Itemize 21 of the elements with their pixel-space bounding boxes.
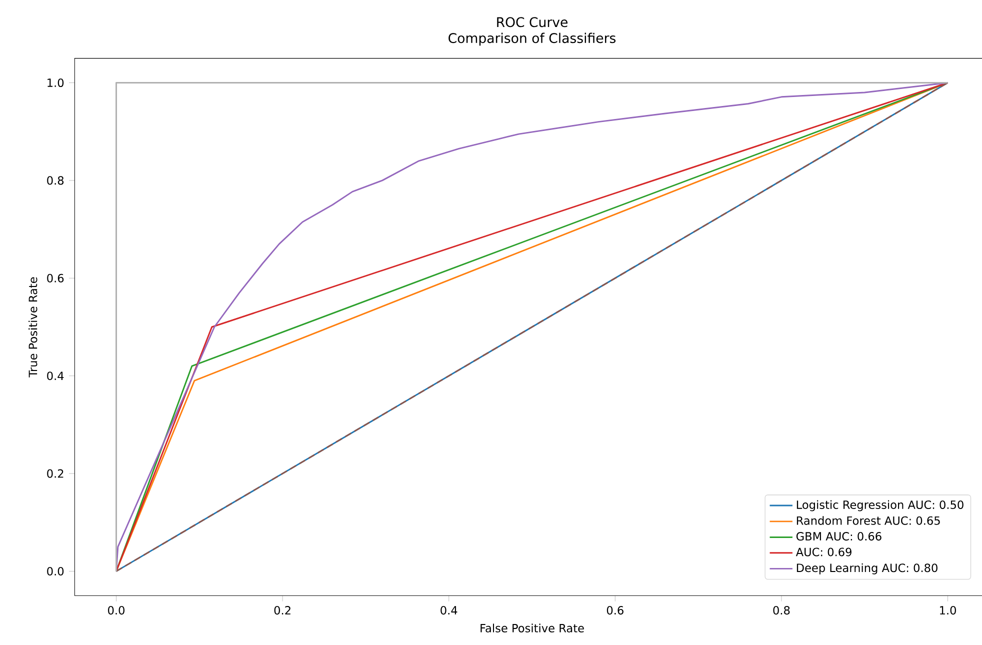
y-tick-label: 0.2 <box>47 469 64 478</box>
y-tick-label: 0.4 <box>47 372 64 380</box>
x-tick-label: 0.0 <box>108 606 124 615</box>
x-axis-title: False Positive Rate <box>480 624 584 632</box>
y-axis-title: True Positive Rate <box>28 277 38 378</box>
legend-label: Deep Learning AUC: 0.80 <box>796 563 938 574</box>
y-tick-label: 0.0 <box>47 566 64 576</box>
x-tick-label: 0.8 <box>773 606 790 615</box>
y-tick-label: 0.8 <box>47 176 64 185</box>
x-tick-label: 0.2 <box>274 606 290 615</box>
legend-label: GBM AUC: 0.66 <box>796 532 882 541</box>
y-tick-label: 0.6 <box>47 274 64 282</box>
legend-label: Logistic Regression AUC: 0.50 <box>796 500 964 512</box>
y-tick-label: 1.0 <box>48 78 64 88</box>
x-tick-label: 0.4 <box>440 606 458 615</box>
chart-subtitle: Comparison of Classifiers <box>448 32 616 46</box>
x-tick-label: 0.6 <box>606 606 624 615</box>
legend-label: AUC: 0.69 <box>796 548 852 556</box>
legend-label: Random Forest AUC: 0.65 <box>796 516 940 525</box>
x-tick-label: 1.0 <box>940 606 956 615</box>
chart-title: ROC Curve <box>497 17 568 28</box>
